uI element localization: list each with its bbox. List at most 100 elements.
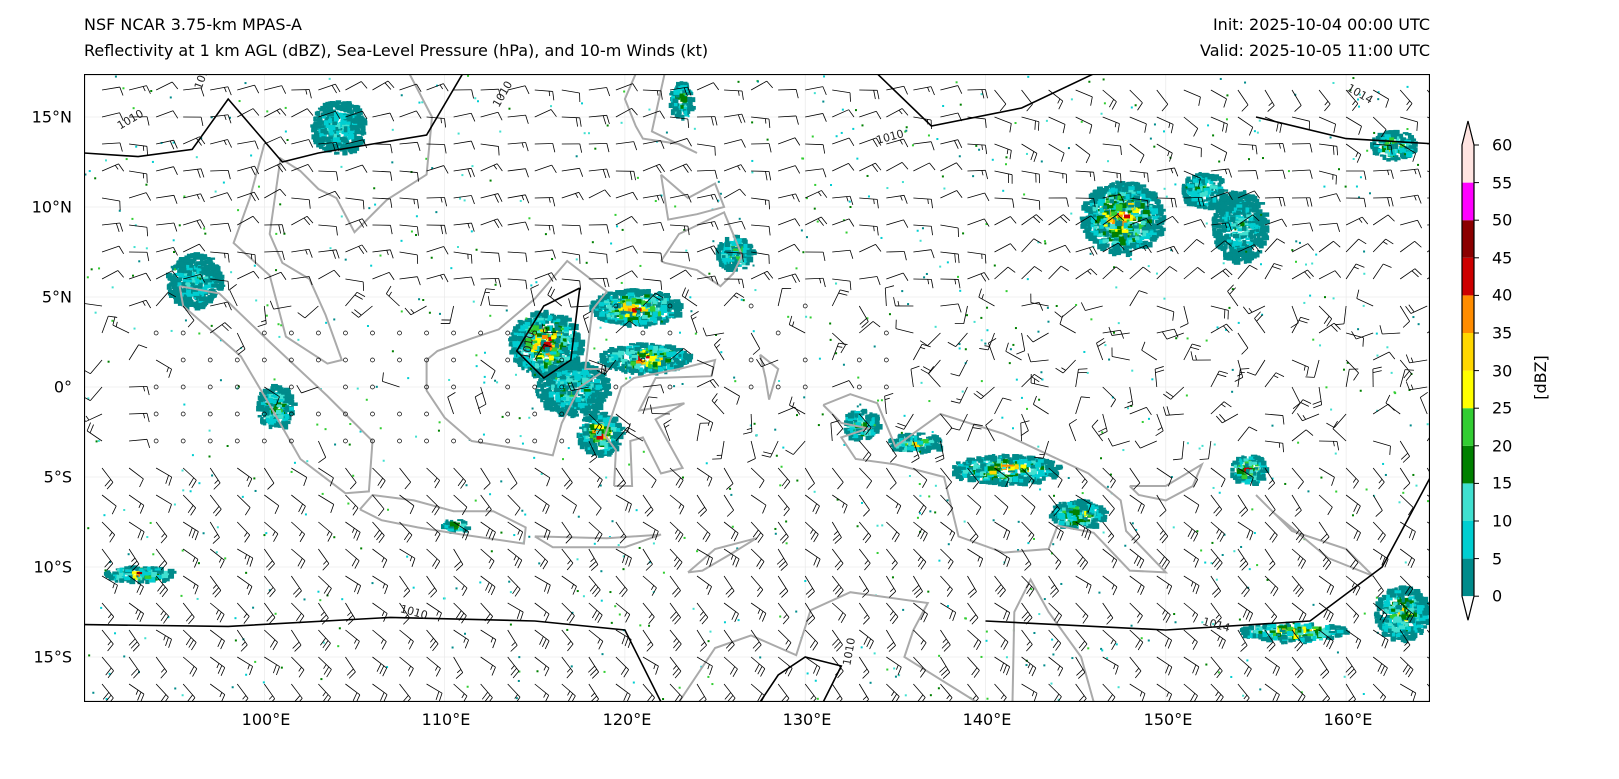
reflectivity-pixel (1259, 214, 1266, 217)
reflectivity-pixel (856, 436, 862, 440)
reflectivity-pixel (562, 413, 568, 416)
reflectivity-pixel (651, 295, 656, 302)
reflectivity-pixel (521, 347, 527, 353)
reflectivity-pixel (1254, 238, 1261, 245)
reflectivity-pixel (1111, 219, 1115, 224)
reflectivity-pixel (535, 390, 540, 397)
reflectivity-pixel (645, 290, 651, 297)
reflectivity-pixel (1083, 218, 1090, 225)
reflectivity-pixel (532, 331, 537, 335)
reflectivity-pixel (590, 404, 597, 407)
reflectivity-pixel (619, 346, 626, 351)
reflectivity-pixel (1310, 622, 1315, 625)
reflectivity-pixel (1052, 505, 1059, 508)
reflectivity-pixel (1088, 510, 1094, 514)
reflectivity-pixel (1037, 459, 1044, 463)
reflectivity-pixel (1252, 200, 1257, 203)
reflectivity-pixel (538, 320, 546, 325)
reflectivity-pixel (602, 385, 610, 390)
reflectivity-pixel (593, 404, 598, 410)
reflectivity-pixel (638, 291, 643, 297)
reflectivity-pixel (1262, 631, 1267, 638)
reflectivity-pixel (1106, 245, 1110, 248)
reflectivity-pixel (612, 431, 619, 437)
reflectivity-pixel (579, 342, 585, 347)
reflectivity-pixel (605, 391, 613, 395)
reflectivity-pixel (1199, 183, 1206, 186)
reflectivity-pixel (845, 417, 853, 423)
reflectivity-pixel (549, 396, 555, 403)
reflectivity-pixel (1151, 194, 1156, 201)
reflectivity-pixel (1031, 460, 1036, 464)
reflectivity-pixel (530, 312, 536, 318)
reflectivity-pixel (642, 309, 649, 312)
reflectivity-pixel (649, 356, 657, 359)
reflectivity-pixel (1262, 625, 1267, 630)
reflectivity-pixel (603, 300, 609, 304)
reflectivity-pixel (1019, 454, 1023, 458)
reflectivity-pixel (1069, 510, 1074, 514)
reflectivity-pixel (669, 361, 674, 368)
reflectivity-pixel (738, 246, 743, 253)
reflectivity-pixel (590, 406, 594, 410)
reflectivity-pixel (1149, 230, 1155, 236)
reflectivity-pixel (657, 316, 663, 320)
reflectivity-pixel (1305, 631, 1310, 634)
reflectivity-pixel (598, 312, 606, 317)
reflectivity-pixel (648, 348, 655, 354)
reflectivity-pixel (147, 566, 151, 571)
reflectivity-pixel (156, 569, 161, 574)
reflectivity-pixel (1213, 174, 1220, 179)
reflectivity-pixel (1117, 217, 1122, 221)
reflectivity-pixel (1096, 194, 1101, 199)
reflectivity-pixel (1115, 206, 1123, 212)
reflectivity-pixel (555, 399, 561, 403)
reflectivity-pixel (1199, 205, 1204, 208)
reflectivity-pixel (638, 323, 642, 327)
reflectivity-pixel (1322, 632, 1329, 636)
reflectivity-pixel (512, 340, 518, 345)
reflectivity-pixel (534, 351, 540, 354)
reflectivity-pixel (142, 566, 148, 569)
reflectivity-pixel (648, 360, 652, 366)
reflectivity-pixel (603, 425, 608, 430)
reflectivity-pixel (1221, 189, 1229, 192)
reflectivity-pixel (1097, 244, 1101, 249)
reflectivity-pixel (1238, 197, 1243, 201)
reflectivity-pixel (634, 320, 641, 327)
reflectivity-pixel (625, 299, 631, 304)
reflectivity-pixel (1150, 192, 1158, 198)
reflectivity-pixel (1237, 245, 1244, 248)
reflectivity-pixel (139, 570, 146, 576)
reflectivity-pixel (658, 348, 665, 351)
reflectivity-pixel (984, 476, 989, 479)
reflectivity-pixel (1001, 481, 1009, 487)
reflectivity-pixel (554, 323, 559, 329)
reflectivity-pixel (577, 439, 583, 444)
reflectivity-pixel (649, 364, 656, 369)
reflectivity-pixel (509, 336, 514, 339)
reflectivity-pixel (1222, 199, 1230, 206)
reflectivity-pixel (1105, 239, 1109, 243)
reflectivity-pixel (603, 394, 607, 397)
reflectivity-pixel (1211, 173, 1215, 178)
reflectivity-pixel (1384, 134, 1391, 139)
reflectivity-pixel (600, 377, 608, 380)
reflectivity-pixel (1101, 510, 1106, 515)
reflectivity-pixel (1112, 244, 1117, 250)
reflectivity-pixel (987, 466, 994, 472)
reflectivity-pixel (1240, 191, 1244, 197)
reflectivity-pixel (1142, 244, 1149, 249)
reflectivity-pixel (687, 356, 693, 361)
reflectivity-pixel (1098, 232, 1105, 237)
reflectivity-pixel (1216, 228, 1222, 234)
reflectivity-pixel (723, 245, 730, 251)
reflectivity-pixel (626, 301, 632, 306)
reflectivity-pixel (868, 414, 873, 419)
reflectivity-pixel (1138, 216, 1143, 222)
reflectivity-pixel (601, 302, 608, 306)
reflectivity-pixel (1185, 178, 1189, 184)
reflectivity-pixel (564, 368, 569, 372)
reflectivity-pixel (145, 579, 150, 585)
reflectivity-pixel (588, 365, 595, 369)
